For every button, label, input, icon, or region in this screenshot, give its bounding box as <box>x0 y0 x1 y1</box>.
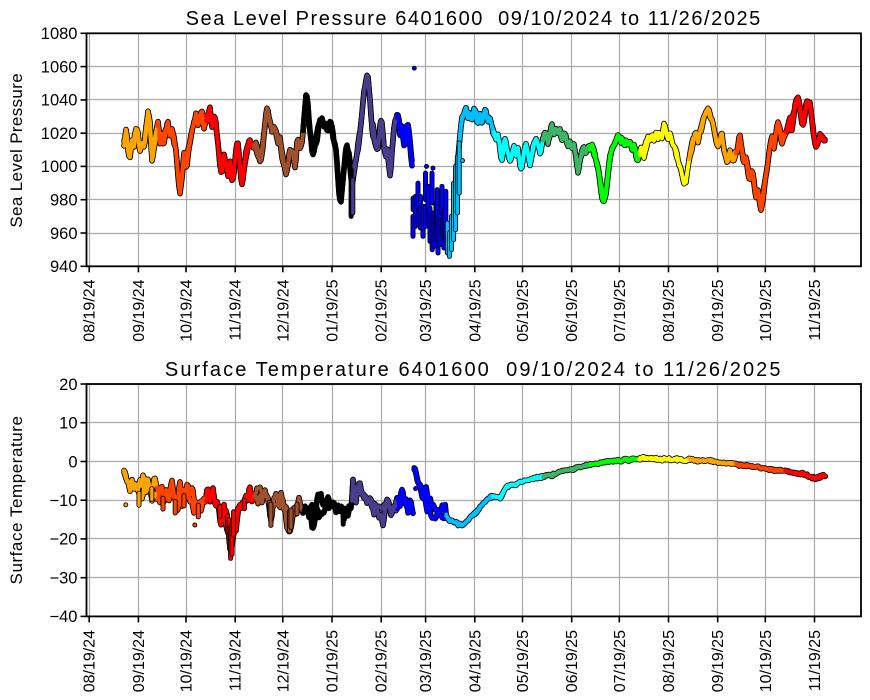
svg-text:08/19/24: 08/19/24 <box>82 630 99 692</box>
svg-text:940: 940 <box>50 258 78 276</box>
svg-text:10/19/24: 10/19/24 <box>179 630 196 692</box>
svg-text:09/19/24: 09/19/24 <box>131 630 148 692</box>
svg-text:10/19/25: 10/19/25 <box>758 279 775 341</box>
svg-text:03/19/25: 03/19/25 <box>418 279 435 341</box>
svg-text:12/19/24: 12/19/24 <box>275 630 292 692</box>
svg-text:0: 0 <box>68 453 77 471</box>
svg-text:09/19/24: 09/19/24 <box>131 279 148 341</box>
svg-text:02/19/25: 02/19/25 <box>374 630 391 692</box>
svg-text:06/19/25: 06/19/25 <box>564 279 581 341</box>
svg-text:12/19/24: 12/19/24 <box>275 279 292 341</box>
svg-text:02/19/25: 02/19/25 <box>374 279 391 341</box>
svg-text:08/19/25: 08/19/25 <box>661 279 678 341</box>
svg-text:06/19/25: 06/19/25 <box>564 630 581 692</box>
svg-text:1060: 1060 <box>41 58 78 76</box>
svg-text:11/19/25: 11/19/25 <box>807 630 824 691</box>
svg-text:11/19/24: 11/19/24 <box>228 279 245 340</box>
svg-text:1000: 1000 <box>41 158 78 176</box>
svg-text:07/19/25: 07/19/25 <box>612 279 629 341</box>
svg-text:08/19/24: 08/19/24 <box>82 279 99 341</box>
svg-text:10: 10 <box>59 415 77 433</box>
svg-text:05/19/25: 05/19/25 <box>515 279 532 341</box>
svg-text:09/19/25: 09/19/25 <box>710 279 727 341</box>
svg-text:Sea Level Pressure 6401600 09: Sea Level Pressure 6401600 09/10/2024 to… <box>186 8 762 30</box>
svg-text:1080: 1080 <box>41 25 78 43</box>
svg-text:−30: −30 <box>50 570 78 588</box>
svg-text:−20: −20 <box>50 531 78 549</box>
svg-text:11/19/25: 11/19/25 <box>807 279 824 340</box>
svg-text:09/19/25: 09/19/25 <box>710 630 727 692</box>
svg-text:08/19/25: 08/19/25 <box>661 630 678 692</box>
svg-text:04/19/25: 04/19/25 <box>467 279 484 341</box>
svg-text:Surface Temperature: Surface Temperature <box>7 416 26 585</box>
svg-text:Sea Level Pressure: Sea Level Pressure <box>7 73 26 228</box>
svg-text:10/19/24: 10/19/24 <box>179 279 196 341</box>
svg-text:07/19/25: 07/19/25 <box>612 630 629 692</box>
svg-text:11/19/24: 11/19/24 <box>228 630 245 691</box>
svg-text:1040: 1040 <box>41 92 78 110</box>
svg-text:03/19/25: 03/19/25 <box>418 630 435 692</box>
svg-text:960: 960 <box>50 225 78 243</box>
svg-text:20: 20 <box>59 376 77 394</box>
svg-text:04/19/25: 04/19/25 <box>467 630 484 692</box>
svg-text:05/19/25: 05/19/25 <box>515 630 532 692</box>
svg-text:01/19/25: 01/19/25 <box>325 279 342 341</box>
svg-text:1020: 1020 <box>41 125 78 143</box>
svg-text:Surface Temperature 6401600 0: Surface Temperature 6401600 09/10/2024 t… <box>165 359 783 381</box>
svg-text:01/19/25: 01/19/25 <box>325 630 342 692</box>
svg-text:−40: −40 <box>50 608 78 626</box>
svg-text:−10: −10 <box>50 492 78 510</box>
svg-text:980: 980 <box>50 192 78 210</box>
svg-text:10/19/25: 10/19/25 <box>758 630 775 692</box>
